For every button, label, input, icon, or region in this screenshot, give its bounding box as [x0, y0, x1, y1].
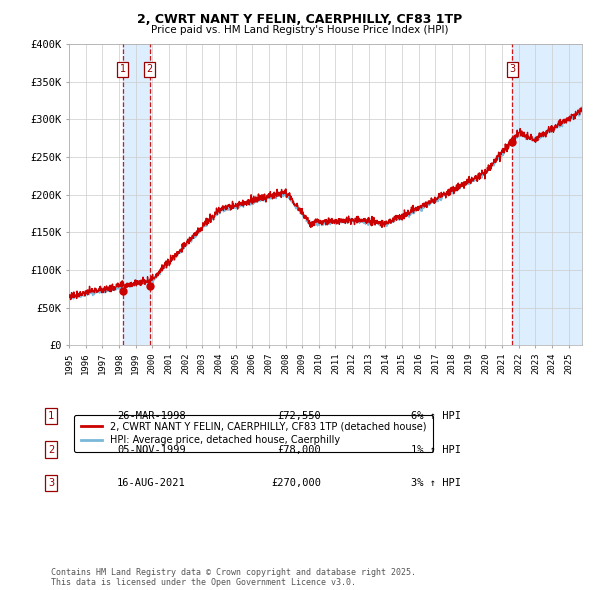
- Text: £78,000: £78,000: [277, 445, 321, 454]
- Text: 26-MAR-1998: 26-MAR-1998: [117, 411, 186, 421]
- Text: 2: 2: [48, 445, 54, 454]
- Bar: [512, 44, 582, 345]
- Text: 1% ↑ HPI: 1% ↑ HPI: [411, 445, 461, 454]
- Text: 16-AUG-2021: 16-AUG-2021: [117, 478, 186, 488]
- Text: 2: 2: [146, 64, 153, 74]
- Text: £270,000: £270,000: [271, 478, 321, 488]
- Text: 6% ↑ HPI: 6% ↑ HPI: [411, 411, 461, 421]
- Text: Contains HM Land Registry data © Crown copyright and database right 2025.
This d: Contains HM Land Registry data © Crown c…: [51, 568, 416, 587]
- Text: 05-NOV-1999: 05-NOV-1999: [117, 445, 186, 454]
- Text: 1: 1: [120, 64, 126, 74]
- Text: 3% ↑ HPI: 3% ↑ HPI: [411, 478, 461, 488]
- Text: 2, CWRT NANT Y FELIN, CAERPHILLY, CF83 1TP: 2, CWRT NANT Y FELIN, CAERPHILLY, CF83 1…: [137, 13, 463, 26]
- Text: Price paid vs. HM Land Registry's House Price Index (HPI): Price paid vs. HM Land Registry's House …: [151, 25, 449, 35]
- Bar: [123, 44, 149, 345]
- Text: £72,550: £72,550: [277, 411, 321, 421]
- Legend: 2, CWRT NANT Y FELIN, CAERPHILLY, CF83 1TP (detached house), HPI: Average price,: 2, CWRT NANT Y FELIN, CAERPHILLY, CF83 1…: [74, 415, 433, 452]
- Text: 3: 3: [48, 478, 54, 488]
- Text: 1: 1: [48, 411, 54, 421]
- Text: 3: 3: [509, 64, 515, 74]
